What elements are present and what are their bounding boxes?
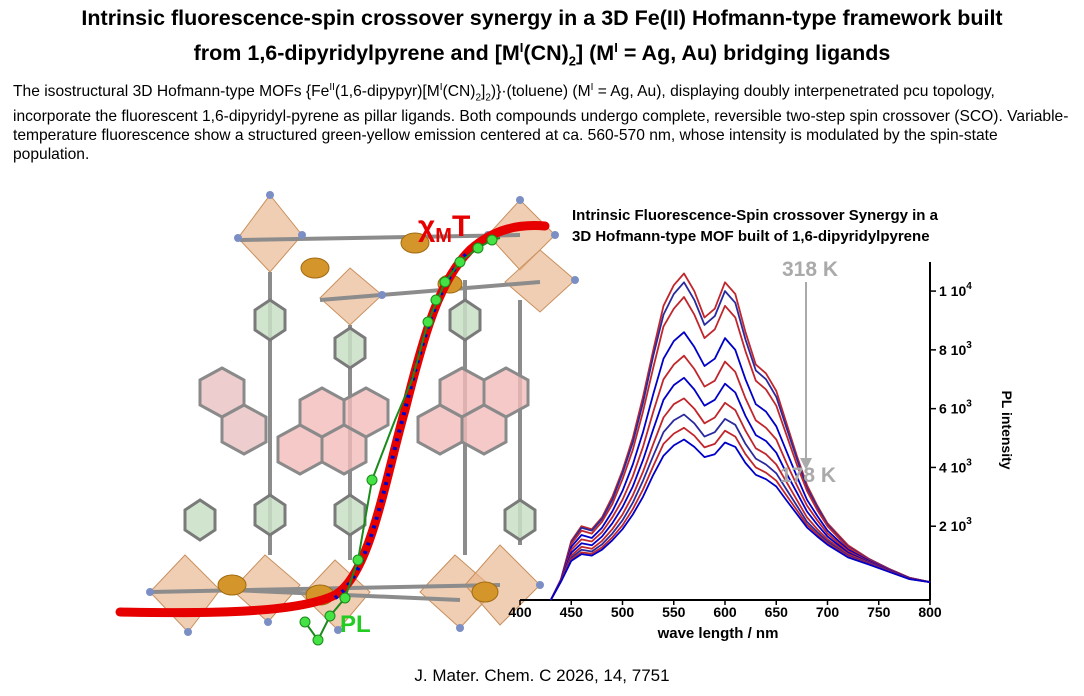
spectrum-line-5 <box>550 354 931 601</box>
title-text: = Ag, Au) bridging ligands <box>617 41 891 66</box>
pl-spectrum-chart: 400 450 500 550 600 650 700 750 800 2 103 4 103 6 … <box>508 258 1015 642</box>
x-axis-ticks: 400 450 500 550 600 650 700 750 800 <box>508 600 942 620</box>
x-tick-label: 650 <box>765 604 789 620</box>
y-tick-label: 1 104 <box>939 281 972 299</box>
title-text: (CN) <box>523 41 569 66</box>
x-tick-label: 400 <box>508 604 532 620</box>
abstract-sup: I <box>590 82 594 93</box>
abstract-span: (1,6-dipypyr)[M <box>334 83 440 101</box>
abstract-span: ] <box>481 83 486 101</box>
y-tick-label: 8 103 <box>939 340 972 358</box>
spectrum-line-3 <box>549 296 931 601</box>
pl-curve <box>299 234 501 646</box>
title-text: ] (M <box>576 41 615 66</box>
pyridyl-rings <box>183 298 537 542</box>
temperature-arrowhead <box>800 458 812 470</box>
graphic-title-line-1: Intrinsic Fluorescence-Spin crossover Sy… <box>572 207 939 224</box>
x-tick-label: 600 <box>713 604 737 620</box>
spectrum-line-6 <box>550 376 931 601</box>
title-sub: 2 <box>568 53 577 69</box>
title-sup: I <box>519 40 524 55</box>
abstract-span: )}·(toluene) (M <box>490 83 591 101</box>
abstract-span: The isostructural 3D Hofmann-type MOFs {… <box>13 83 330 101</box>
abstract-sup: I <box>439 82 443 93</box>
spectra-series <box>549 272 931 601</box>
abstract-text: The isostructural 3D Hofmann-type MOFs {… <box>13 78 1075 164</box>
x-tick-label: 450 <box>560 604 584 620</box>
abstract-sub: 2 <box>475 92 482 104</box>
x-tick-label: 750 <box>867 604 891 620</box>
chi-subscript: M <box>435 225 452 247</box>
citation: J. Mater. Chem. C 2026, 14, 7751 <box>414 666 670 685</box>
title-sup: I <box>614 40 618 55</box>
x-tick-label: 500 <box>611 604 635 620</box>
graphical-abstract: χMT PL Intrinsic Fluorescence-Spin cross… <box>115 191 1015 646</box>
chi-t-letter: T <box>452 210 470 243</box>
x-tick-label: 550 <box>662 604 686 620</box>
x-tick-label: 800 <box>918 604 942 620</box>
abstract-span: (CN) <box>442 83 476 101</box>
paper-title: Intrinsic fluorescence-spin crossover sy… <box>0 4 1084 75</box>
title-line-2: from 1,6-dipyridylpyrene and [MI(CN)2] (… <box>0 33 1084 75</box>
abstract-sup: II <box>329 82 335 93</box>
abstract-sub: 2 <box>485 92 491 104</box>
abstract-span: = Ag, Au), displaying doubly interpenetr… <box>13 83 1069 164</box>
spectrum-line-9 <box>550 426 931 601</box>
spectrum-line-8 <box>550 413 931 601</box>
y-axis-ticks: 2 103 4 103 6 103 8 103 1 104 <box>930 281 972 534</box>
graphic-title-line-2: 3D Hofmann-type MOF built of 1,6-dipyrid… <box>572 228 930 245</box>
temp-high-label: 318 K <box>782 258 838 281</box>
pl-label: PL <box>340 611 371 638</box>
y-tick-label: 6 103 <box>939 399 972 417</box>
title-text: from 1,6-dipyridylpyrene and [M <box>193 41 520 66</box>
pyrene-cores <box>198 366 530 476</box>
y-tick-label: 4 103 <box>939 457 972 475</box>
crystal-structure-image <box>146 191 579 636</box>
y-axis-label: PL intensity <box>999 390 1015 469</box>
spectrum-line-10 <box>550 438 931 601</box>
spectrum-line-4 <box>549 331 931 601</box>
chi-symbol: χ <box>418 210 436 243</box>
spectrum-line-2 <box>549 281 931 601</box>
chi-t-label: χMT <box>418 210 470 247</box>
title-line-1: Intrinsic fluorescence-spin crossover sy… <box>81 6 1003 30</box>
x-axis-label: wave length / nm <box>657 625 779 642</box>
y-tick-label: 2 103 <box>939 516 972 534</box>
x-tick-label: 700 <box>816 604 840 620</box>
temp-low-label: 178 K <box>780 464 836 487</box>
spectrum-line-7 <box>550 397 931 601</box>
